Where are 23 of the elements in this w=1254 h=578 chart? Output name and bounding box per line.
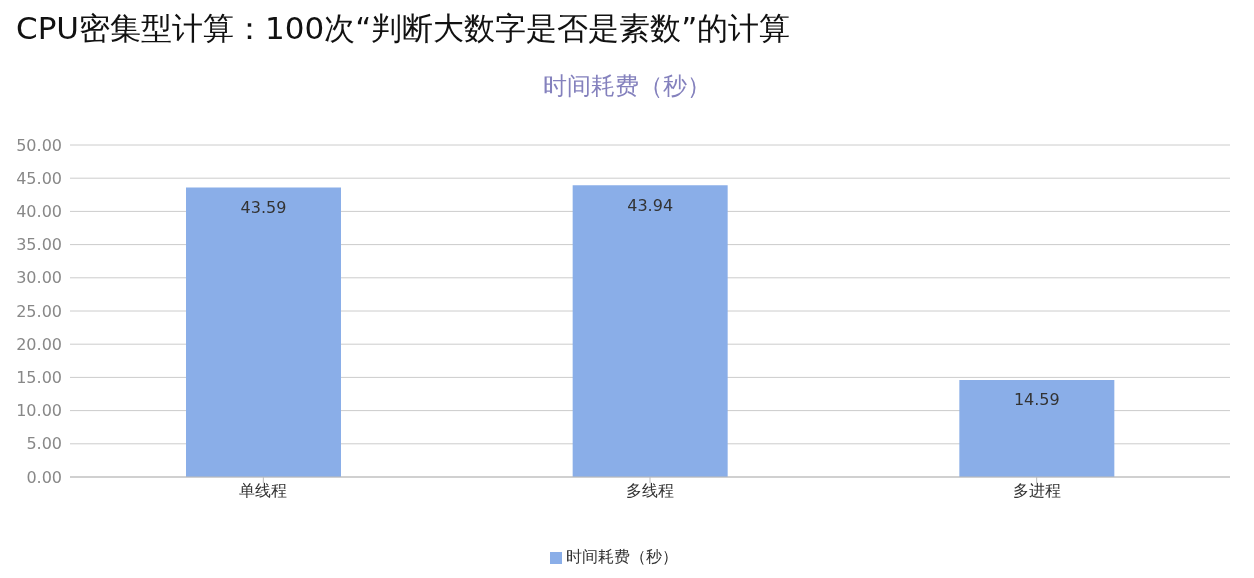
x-tick-label: 多进程: [1012, 481, 1061, 501]
y-tick-label: 40.00: [16, 202, 62, 222]
data-label: 14.59: [1013, 390, 1060, 410]
y-tick-label: 35.00: [16, 235, 62, 255]
y-tick-label: 5.00: [26, 434, 62, 454]
y-tick-label: 0.00: [26, 467, 62, 487]
bar: [186, 187, 341, 477]
bar: [572, 185, 728, 477]
chart-subtitle: 时间耗费（秒）: [542, 71, 712, 102]
y-tick-label: 10.00: [16, 401, 62, 421]
y-tick-label: 50.00: [16, 135, 62, 155]
x-tick-label: 单线程: [239, 481, 288, 501]
y-tick-label: 45.00: [16, 168, 62, 188]
data-label: 43.59: [240, 197, 287, 217]
y-tick-label: 20.00: [16, 334, 62, 354]
x-tick-label: 多线程: [626, 481, 674, 501]
y-tick-label: 15.00: [16, 368, 62, 388]
chart-title: CPU密集型计算：100次“判断大数字是否是素数”的计算: [16, 9, 791, 48]
bar: [959, 380, 1115, 477]
legend-label: 时间耗费（秒）: [566, 547, 678, 566]
y-tick-label: 25.00: [16, 301, 62, 321]
y-tick-label: 30.00: [16, 268, 62, 288]
data-label: 43.94: [627, 195, 674, 215]
